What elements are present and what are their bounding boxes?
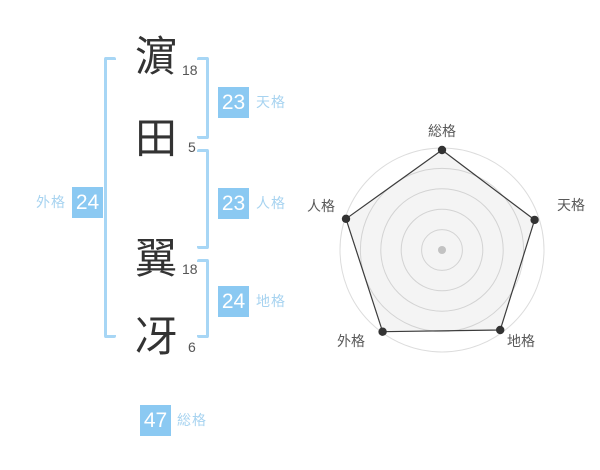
name-char-4: 冴: [134, 313, 177, 360]
soukaku-value: 47: [143, 409, 168, 432]
radar-center-dot: [438, 246, 446, 254]
radar-label-chikaku: 地格: [507, 333, 535, 349]
stroke-count-1: 18: [182, 62, 198, 78]
chikaku-bracket: [197, 259, 209, 338]
stroke-count-2: 5: [188, 139, 196, 155]
name-char-1: 濵: [134, 33, 177, 80]
radar-grid-ring: [380, 188, 504, 312]
radar-grid-ring: [359, 167, 525, 333]
tenkaku-label: 天格: [256, 94, 286, 110]
radar-point-chikaku: [496, 325, 505, 335]
tenkaku-bracket: [197, 57, 209, 139]
jinkaku-bracket: [197, 149, 209, 249]
gaikaku-badge: 24: [72, 187, 103, 218]
gaikaku-bracket: [104, 57, 116, 338]
radar-polygon: [345, 149, 536, 333]
name-char-3: 翼: [134, 235, 177, 282]
gaikaku-value: 24: [75, 191, 100, 214]
chikaku-badge: 24: [218, 286, 249, 317]
radar-label-gaikaku: 外格: [337, 333, 365, 349]
stroke-count-4: 6: [188, 339, 196, 355]
chikaku-label: 地格: [256, 293, 286, 309]
stroke-count-3: 18: [182, 261, 198, 277]
radar-point-soukaku: [437, 145, 447, 155]
chikaku-value: 24: [221, 290, 246, 313]
radar-point-jinkaku: [341, 214, 351, 223]
name-char-2: 田: [134, 115, 177, 162]
radar-grid-ring: [400, 208, 484, 292]
radar-point-tenkaku: [530, 215, 539, 225]
jinkaku-badge: 23: [218, 188, 249, 219]
jinkaku-label: 人格: [256, 195, 286, 211]
jinkaku-value: 23: [221, 192, 246, 215]
tenkaku-value: 23: [221, 91, 246, 114]
gaikaku-label: 外格: [36, 194, 66, 210]
soukaku-label: 総格: [177, 412, 207, 428]
radar-label-soukaku: 総格: [428, 123, 456, 139]
tenkaku-badge: 23: [218, 87, 249, 118]
radar-label-jinkaku: 人格: [307, 198, 335, 214]
radar-grid-ring: [421, 229, 463, 271]
soukaku-badge: 47: [140, 405, 171, 436]
radar-label-tenkaku: 天格: [557, 197, 585, 213]
radar-point-gaikaku: [378, 327, 387, 336]
